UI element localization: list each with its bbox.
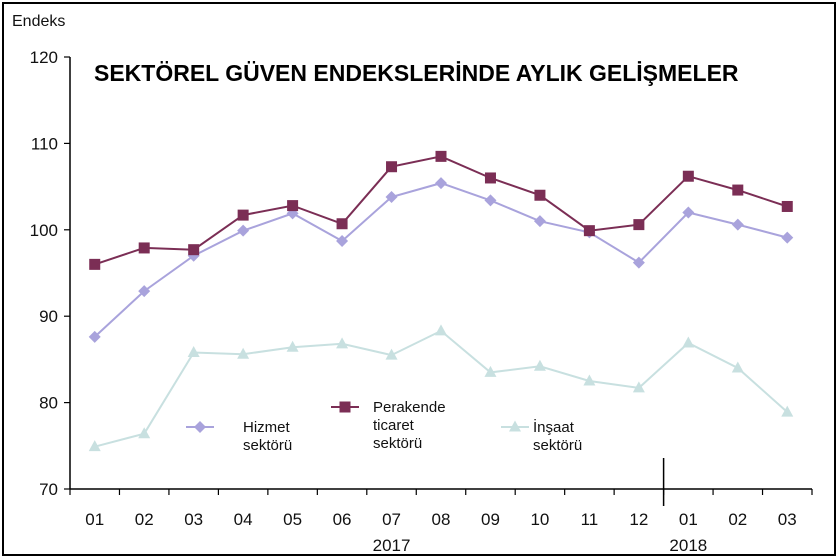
- data-point: [138, 285, 151, 298]
- legend-entry-2: İnşaat sektörü: [501, 418, 582, 454]
- data-point: [89, 258, 101, 270]
- data-point: [632, 256, 645, 269]
- data-point: [732, 184, 744, 196]
- data-point: [435, 324, 447, 336]
- data-point: [533, 359, 546, 371]
- data-point: [287, 200, 299, 212]
- data-point: [435, 177, 447, 190]
- series-1: [89, 150, 793, 270]
- legend-entry-0: Hizmet sektörü: [186, 419, 292, 454]
- x-tick-label: 03: [184, 510, 203, 529]
- data-point: [534, 189, 546, 201]
- data-point: [632, 381, 645, 393]
- x-tick-label: 02: [728, 510, 747, 529]
- data-point: [237, 347, 250, 359]
- legend-label: Hizmet sektörü: [243, 419, 292, 454]
- x-tick-label: 10: [530, 510, 549, 529]
- data-point: [138, 427, 151, 439]
- x-tick-label: 08: [432, 510, 451, 529]
- data-point: [682, 336, 695, 348]
- legend-marker: [339, 401, 351, 413]
- x-tick-label: 07: [382, 510, 401, 529]
- y-tick-label: 90: [39, 307, 58, 326]
- data-point: [286, 340, 299, 352]
- data-point: [731, 218, 744, 231]
- legend-label: Perakende ticaret sektörü: [373, 399, 446, 452]
- data-point: [533, 215, 546, 228]
- y-tick-label: 70: [39, 480, 58, 499]
- chart-title: SEKTÖREL GÜVEN ENDEKSLERİNDE AYLIK GELİŞ…: [94, 60, 739, 86]
- series-0: [88, 177, 794, 343]
- series-layer: [88, 150, 794, 452]
- data-point: [336, 235, 349, 248]
- x-tick-label: 05: [283, 510, 302, 529]
- x-tick-label: 12: [629, 510, 648, 529]
- y-axis-label: Endeks: [12, 13, 65, 30]
- data-point: [237, 209, 249, 221]
- x-tick-label: 02: [135, 510, 154, 529]
- legend-label: İnşaat sektörü: [533, 418, 582, 454]
- data-point: [88, 440, 101, 452]
- data-point: [781, 231, 794, 244]
- data-point: [583, 374, 596, 386]
- data-point: [781, 200, 793, 212]
- data-point: [484, 194, 497, 207]
- data-point: [682, 206, 695, 219]
- x-tick-label: 09: [481, 510, 500, 529]
- legend-entry-1: Perakende ticaret sektörü: [331, 399, 446, 452]
- data-point: [633, 219, 645, 231]
- x-tick-label: 01: [85, 510, 104, 529]
- data-point: [682, 170, 694, 182]
- series-2: [88, 324, 794, 452]
- legend-marker: [194, 421, 206, 433]
- y-tick-label: 110: [31, 134, 58, 153]
- data-point: [731, 361, 744, 373]
- data-point: [336, 218, 348, 230]
- x-tick-label: 11: [581, 510, 599, 529]
- x-tick-label: 04: [234, 510, 253, 529]
- y-tick-label: 120: [30, 48, 58, 67]
- data-point: [138, 242, 150, 254]
- data-point: [484, 365, 497, 377]
- data-point: [237, 224, 250, 237]
- data-point: [386, 161, 398, 173]
- data-point: [187, 345, 200, 357]
- y-tick-label: 80: [39, 394, 58, 413]
- data-point: [583, 225, 595, 237]
- legend: Hizmet sektörü Perakende ticaret sektörü İnşa…: [186, 399, 582, 454]
- data-point: [435, 150, 447, 162]
- x-tick-label: 03: [778, 510, 797, 529]
- data-point: [88, 330, 101, 343]
- year-label: 2017: [373, 536, 411, 555]
- axes: 70 80 90 100 110 120 01 02 03 04 05 06 07 08 09 10 11 12 0…: [30, 48, 813, 555]
- data-point: [385, 190, 398, 203]
- x-tick-label: 06: [333, 510, 352, 529]
- data-point: [781, 405, 794, 417]
- year-label: 2018: [669, 536, 707, 555]
- data-point: [385, 348, 398, 360]
- x-tick-label: 01: [679, 510, 698, 529]
- y-tick-label: 100: [30, 221, 58, 240]
- data-point: [336, 337, 349, 349]
- series-line: [94, 182, 788, 338]
- legend-marker: [509, 420, 521, 432]
- data-point: [188, 244, 200, 256]
- data-point: [484, 172, 496, 184]
